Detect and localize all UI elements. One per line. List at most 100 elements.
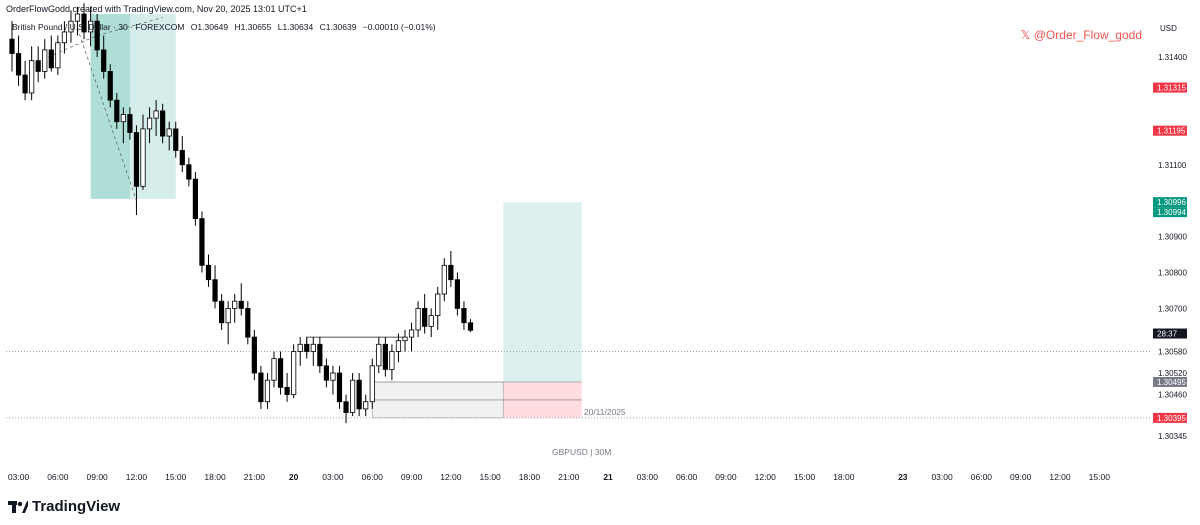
candle-body (160, 110, 166, 137)
price-badge (1153, 328, 1187, 339)
candle-body (277, 358, 284, 388)
candle-body (218, 300, 225, 324)
time-tick-label: 12:00 (755, 472, 777, 482)
candle-body (271, 358, 277, 381)
price-tick-label: 1.30520 (1158, 369, 1187, 378)
candle-body (205, 264, 212, 281)
candle-body (310, 343, 316, 352)
time-tick-label: 20 (289, 472, 299, 482)
candle-body (441, 264, 447, 295)
time-tick-label: 03:00 (322, 472, 344, 482)
candle-body (382, 343, 388, 370)
time-axis: 03:00 06:00 09:00 12:00 15:00 18:00 21:00 20 03:… (8, 407, 1110, 482)
price-badge-label: 1.30495 (1157, 378, 1186, 387)
legend-high: H1.30655 (234, 22, 272, 32)
candle-body (68, 20, 74, 33)
price-badge (1153, 412, 1187, 423)
candle-body (153, 110, 159, 119)
candle-body (225, 307, 231, 324)
candle-body (55, 42, 61, 69)
candle-body (336, 372, 343, 403)
candle-body (258, 372, 264, 403)
dashed-trend-line (77, 28, 137, 201)
time-tick-label: 03:00 (931, 472, 953, 482)
candle-body (395, 340, 402, 352)
price-badge (1153, 125, 1187, 136)
legend-low: L1.30634 (277, 22, 314, 32)
tradingview-brand[interactable]: TradingView (8, 498, 120, 515)
candle-body (415, 307, 421, 331)
time-tick-label: 03:00 (637, 472, 659, 482)
price-badge-label: 1.30994 (1157, 208, 1186, 217)
candle-body (428, 315, 434, 327)
time-tick-label: 12:00 (440, 472, 462, 482)
time-tick-label: 09:00 (87, 472, 109, 482)
time-tick-label: 09:00 (715, 472, 737, 482)
tradingview-logo-icon (8, 500, 28, 513)
price-badge-label: 1.31195 (1157, 127, 1186, 136)
candle-body (48, 49, 54, 69)
price-badge-label: 1.30996 (1157, 198, 1186, 207)
price-badge (1153, 82, 1187, 93)
candle-body (9, 38, 15, 54)
time-tick-label: 21 (603, 472, 613, 482)
candles-layer (9, 3, 474, 424)
symbol-legend: British Pound / U.S. Dollar · 30 · FOREX… (12, 22, 440, 32)
candle-body (402, 336, 408, 342)
price-badge-label: 28:37 (1157, 330, 1178, 339)
candle-body (29, 60, 35, 94)
date-marker-label: 20/11/2025 (584, 407, 626, 417)
price-badge (1153, 376, 1187, 387)
time-tick-label: 15:00 (1089, 472, 1111, 482)
legend-open: O1.30649 (190, 22, 229, 32)
time-tick-label: 12:00 (126, 472, 148, 482)
candle-body (101, 49, 107, 72)
price-tick-label: 1.30900 (1158, 233, 1187, 242)
price-badge (1153, 197, 1187, 208)
candle-body (232, 300, 238, 309)
candle-body (422, 307, 428, 327)
candle-body (35, 60, 41, 72)
candle-body (330, 372, 336, 381)
candle-body (15, 53, 22, 76)
candle-body (461, 307, 467, 324)
candle-body (448, 264, 454, 281)
candle-body (389, 351, 395, 370)
candle-body (435, 293, 441, 316)
candle-body (42, 49, 48, 72)
candle-body (356, 379, 362, 410)
price-badge-label: 1.31315 (1157, 84, 1186, 93)
candle-body (343, 401, 349, 413)
price-tick-label: 1.31400 (1158, 53, 1187, 62)
zones-layer (90, 14, 582, 419)
time-tick-label: 12:00 (1049, 472, 1071, 482)
price-tick-label: 1.30345 (1158, 432, 1187, 441)
candle-body (264, 379, 271, 403)
candle-body (408, 329, 415, 338)
time-tick-label: 06:00 (47, 472, 69, 482)
candle-body (173, 128, 179, 151)
time-tick-label: 09:00 (401, 472, 423, 482)
candle-body (251, 336, 257, 374)
price-badge-label: 1.30395 (1157, 414, 1186, 423)
legend-symbol: British Pound / U.S. Dollar · 30 · FOREX… (12, 22, 185, 32)
bearish-supply-zone (90, 14, 176, 199)
candle-body (199, 218, 205, 266)
author-watermark: 𝕏 @Order_Flow_godd (1020, 28, 1142, 42)
candle-body (120, 114, 126, 123)
candle-body (81, 13, 87, 33)
price-tick-label: 1.30460 (1158, 391, 1187, 400)
legend-change: −0.00010 (−0.01%) (362, 22, 436, 32)
candle-body (376, 343, 382, 367)
time-tick-label: 15:00 (480, 472, 502, 482)
candle-body (212, 279, 218, 302)
candle-body (323, 365, 330, 381)
candle-body (179, 150, 185, 166)
price-badge (1153, 207, 1187, 218)
time-tick-label: 15:00 (165, 472, 187, 482)
price-tick-label: 1.31100 (1158, 161, 1187, 170)
brand-name: TradingView (32, 498, 121, 515)
candle-body (186, 164, 192, 180)
time-tick-label: 21:00 (558, 472, 580, 482)
